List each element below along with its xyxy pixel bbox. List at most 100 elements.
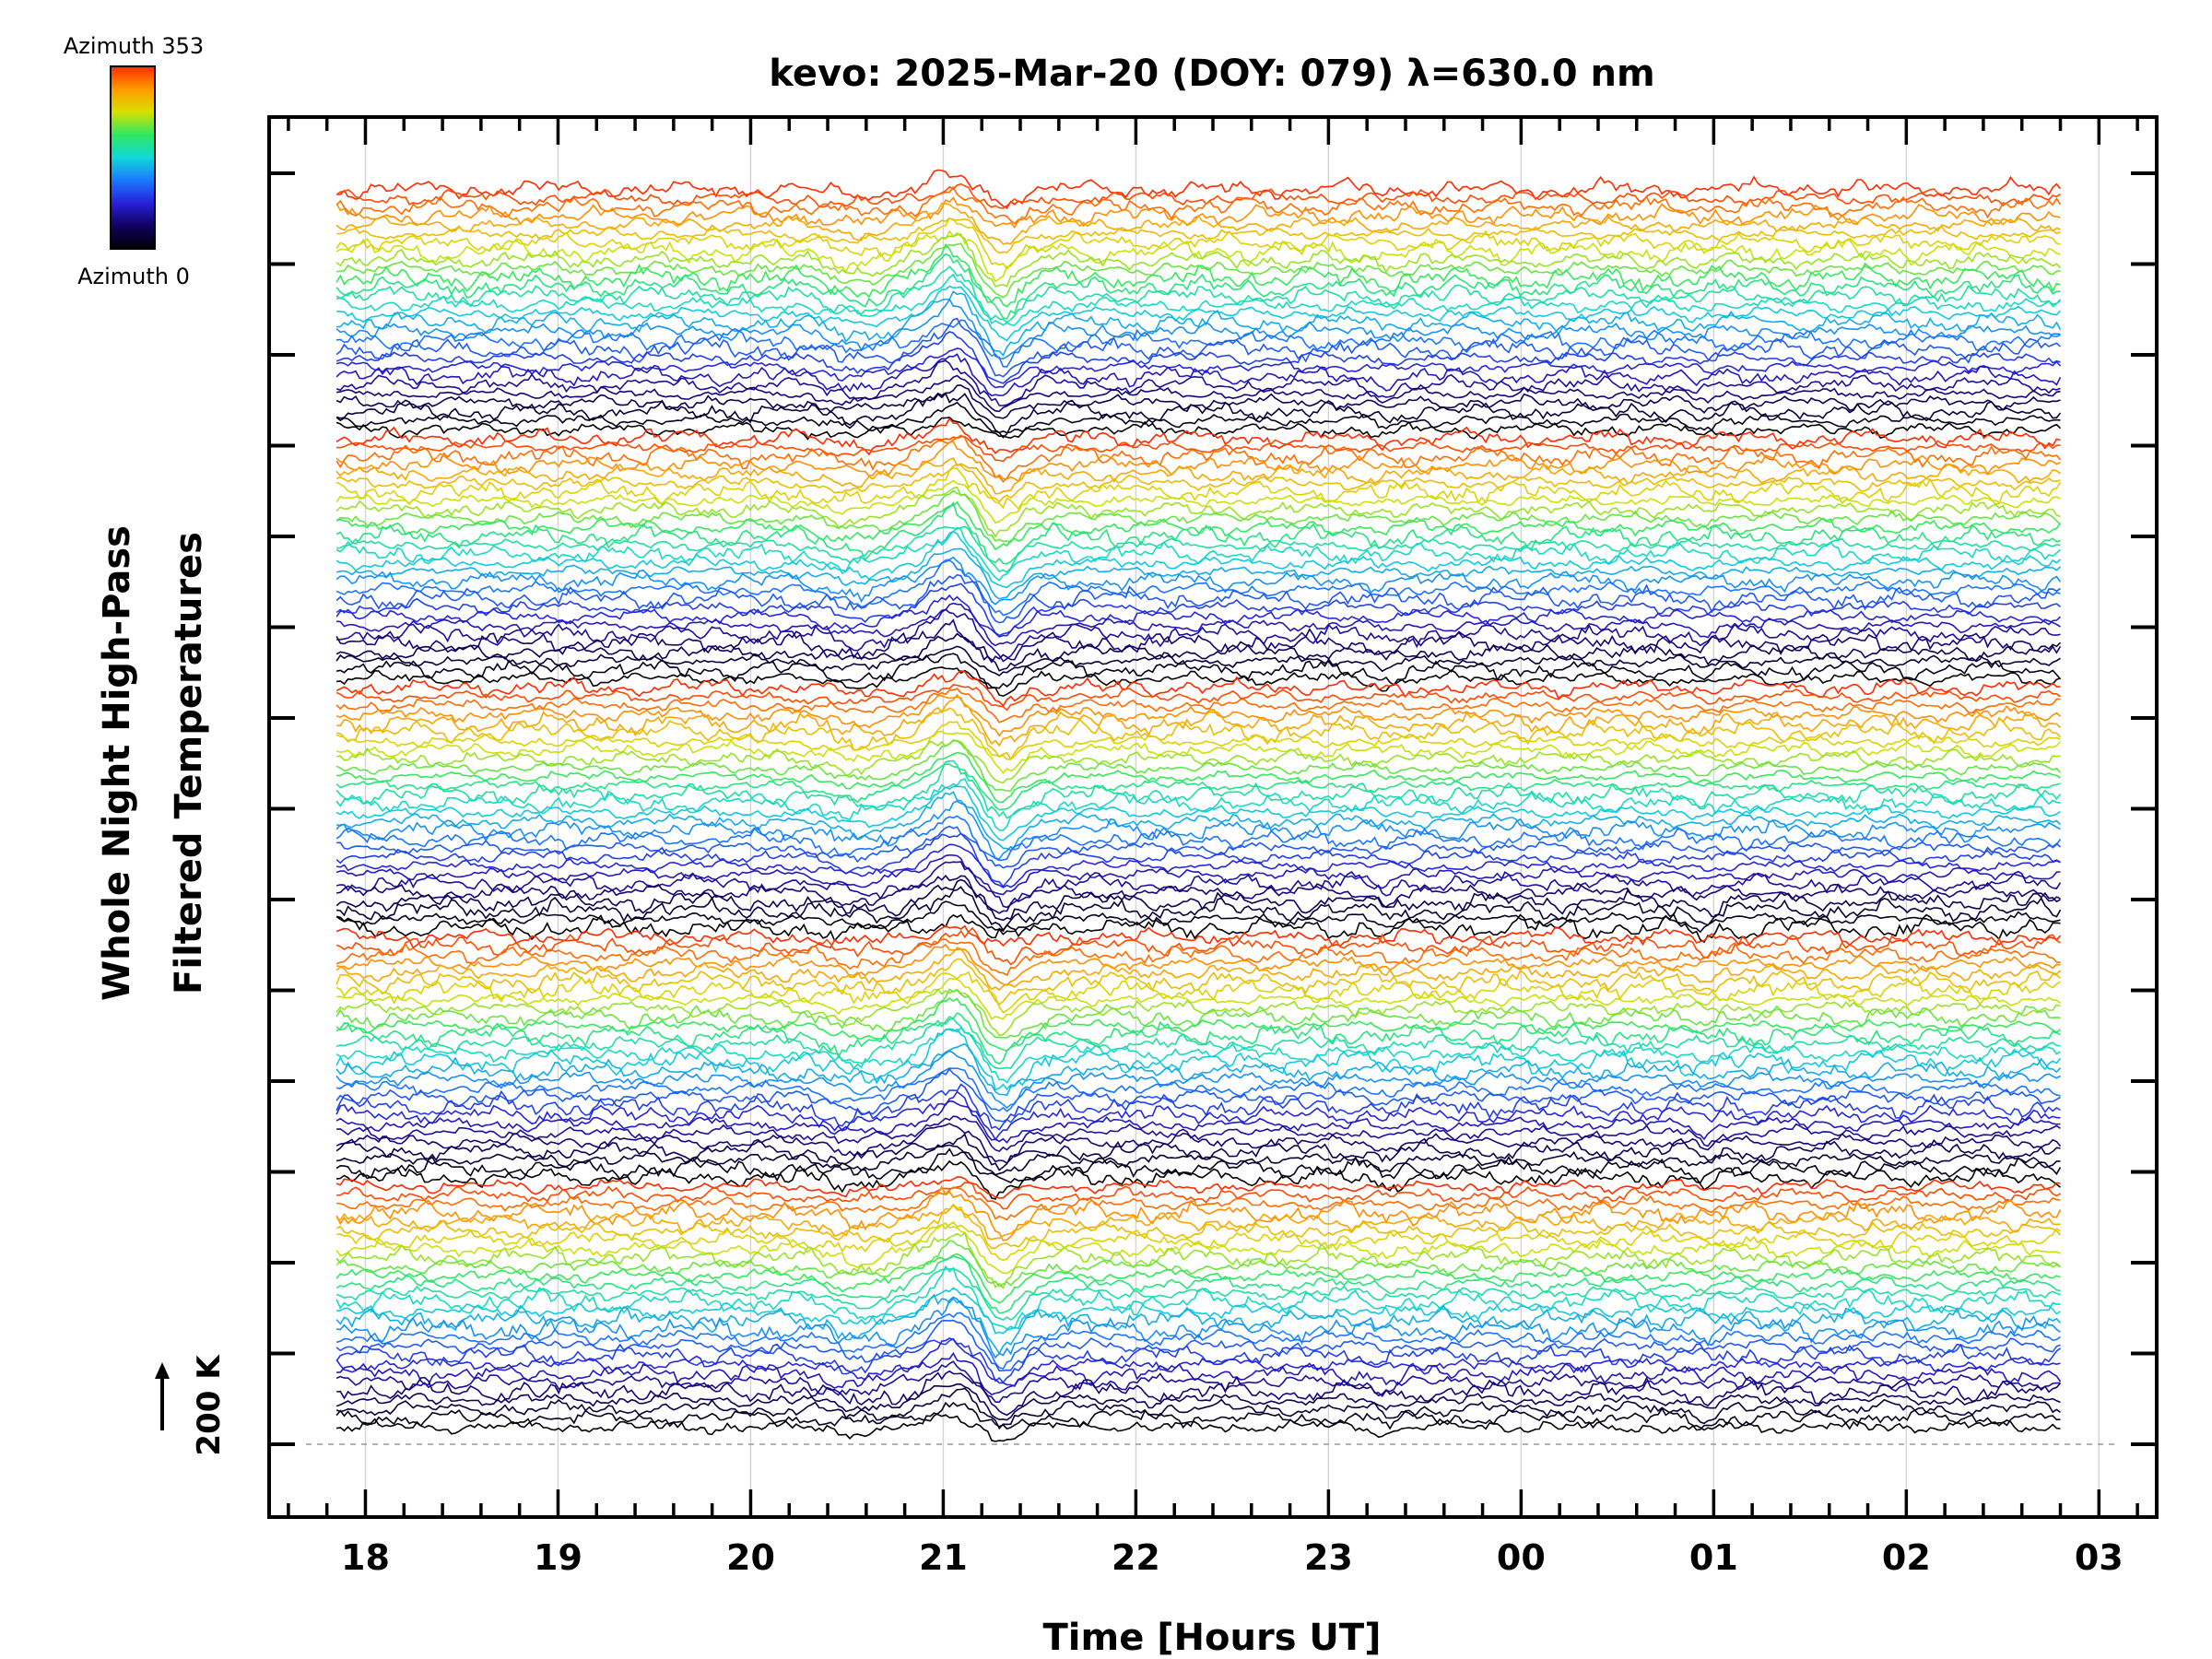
series-line <box>335 217 2061 271</box>
series-line <box>335 1319 2061 1372</box>
series-line <box>335 1123 2062 1164</box>
series-line <box>335 434 2062 483</box>
series-line <box>335 938 2061 977</box>
x-tick-label: 02 <box>1882 1537 1931 1578</box>
y-axis-label-line2: Filtered Temperatures <box>168 532 210 994</box>
series-line <box>335 1026 2061 1084</box>
x-tick-label: 00 <box>1497 1537 1546 1578</box>
series-line <box>335 573 2061 624</box>
y-axis-label-line1: Whole Night High-Pass <box>96 525 138 1001</box>
series-line <box>335 988 2061 1039</box>
series-line <box>335 1176 2061 1199</box>
series-line <box>335 832 2061 888</box>
series-line <box>335 359 2061 406</box>
series-group <box>335 169 2062 1442</box>
series-line <box>335 1083 2061 1131</box>
series-line <box>335 1255 2061 1314</box>
x-axis: 18 19 20 21 22 23 00 01 02 03 <box>287 117 2139 1578</box>
chart-title: kevo: 2025-Mar-20 (DOY: 079) λ=630.0 nm <box>769 53 1654 95</box>
series-line <box>335 670 2061 707</box>
series-line <box>335 1387 2061 1430</box>
series-line <box>335 457 2061 495</box>
series-line <box>335 1090 2061 1141</box>
colorbar-bottom-label: Azimuth 0 <box>77 264 190 289</box>
series-line <box>335 759 2062 819</box>
series-line <box>336 602 2061 647</box>
series-line <box>335 229 2061 283</box>
series-line <box>335 501 2061 565</box>
series-line <box>335 401 2061 434</box>
scale-bar-label: 200 K <box>191 1354 228 1456</box>
series-line <box>336 435 2061 463</box>
series-line <box>335 384 2061 419</box>
x-tick-label: 22 <box>1112 1537 1160 1578</box>
series-line <box>335 331 2061 384</box>
series-line <box>335 924 2062 949</box>
series-line <box>335 1221 2061 1275</box>
series-line <box>335 1133 2061 1171</box>
series-line <box>335 374 2061 413</box>
series-line <box>335 1029 2062 1091</box>
series-line <box>335 721 2061 760</box>
series-line <box>335 1312 2061 1370</box>
series-line <box>336 169 2062 209</box>
x-tick-label: 01 <box>1689 1537 1738 1578</box>
series-line <box>335 1293 2062 1355</box>
series-line <box>335 1050 2061 1110</box>
series-line <box>335 785 2061 841</box>
series-line <box>335 1018 2061 1070</box>
x-axis-label: Time [Hours UT] <box>1043 1617 1382 1659</box>
series-line <box>335 547 2062 600</box>
series-line <box>335 645 2061 677</box>
series-line <box>335 874 2061 914</box>
x-tick-label: 19 <box>534 1537 582 1578</box>
series-line <box>335 971 2061 1014</box>
series-line <box>336 525 2061 573</box>
series-line <box>335 1159 2061 1200</box>
series-line <box>335 1253 2061 1304</box>
series-line <box>335 1147 2062 1184</box>
series-line <box>335 556 2062 606</box>
series-line <box>336 290 2062 358</box>
series-line <box>335 1412 2061 1442</box>
series-line <box>336 943 2061 986</box>
series-line <box>335 730 2062 774</box>
series-line <box>335 618 2062 664</box>
series-line <box>335 185 2062 225</box>
series-line <box>335 486 2061 538</box>
series-line <box>336 1115 2061 1153</box>
series-line <box>335 684 2061 712</box>
colorbar <box>110 65 156 250</box>
series-line <box>335 582 2062 637</box>
series-line <box>335 853 2061 896</box>
series-line <box>335 694 2062 737</box>
series-line <box>336 825 2062 869</box>
series-line <box>335 479 2061 524</box>
series-line <box>335 1012 2061 1065</box>
colorbar-top-label: Azimuth 353 <box>64 33 204 59</box>
series-line <box>335 739 2062 792</box>
series-line <box>335 1337 2061 1384</box>
series-line <box>335 417 2062 441</box>
series-line <box>335 1100 2061 1144</box>
series-line <box>335 242 2061 308</box>
series-line <box>335 1042 2062 1097</box>
series-line <box>335 688 2061 724</box>
series-line <box>335 763 2061 811</box>
series-line <box>335 489 2062 544</box>
series-line <box>336 751 2061 804</box>
series-line <box>335 1337 2061 1387</box>
x-tick-label: 18 <box>341 1537 390 1578</box>
series-line <box>335 1401 2061 1431</box>
series-line <box>335 861 2062 909</box>
series-line <box>336 1186 2061 1221</box>
series-line <box>335 182 2061 209</box>
series-line <box>335 417 2061 456</box>
series-line <box>335 202 2061 245</box>
series-line <box>335 653 2062 689</box>
series-line <box>335 843 2061 888</box>
series-line <box>335 947 2062 992</box>
x-tick-label: 23 <box>1304 1537 1353 1578</box>
series-line <box>335 886 2062 932</box>
